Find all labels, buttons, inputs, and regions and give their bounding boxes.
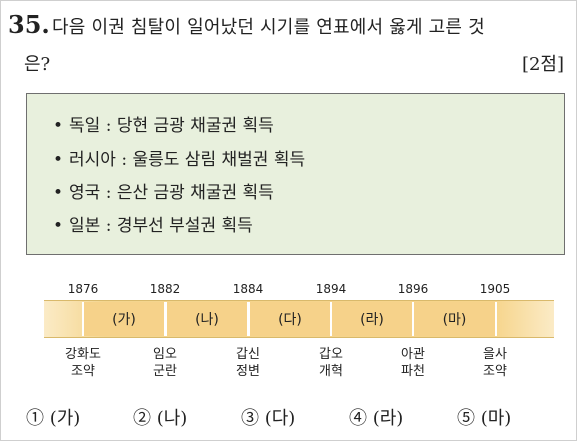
timeline-event-6: 을사 조약 — [483, 346, 507, 380]
event-line2: 정변 — [236, 364, 260, 379]
event-line2: 군란 — [153, 364, 177, 379]
timeline-segment-ra: (라) — [330, 302, 414, 336]
bullet-icon: • — [53, 216, 64, 236]
timeline-segment-ma: (마) — [412, 302, 497, 336]
info-item-russia: • 러시아 : 울릉도 삼림 채벌권 획득 — [53, 145, 305, 170]
timeline-year-2: 1882 — [149, 282, 181, 296]
info-item-text: 러시아 : 울릉도 삼림 채벌권 획득 — [69, 150, 306, 170]
question-text-line1: 다음 이권 침탈이 일어났던 시기를 연표에서 옳게 고른 것 — [52, 17, 485, 38]
timeline-year-5: 1896 — [397, 282, 429, 296]
event-line1: 임오 — [153, 347, 177, 362]
choice-5[interactable]: ⑤ (마) — [457, 408, 512, 429]
info-item-japan: • 일본 : 경부선 부설권 획득 — [53, 211, 253, 236]
choice-1[interactable]: ① (가) — [26, 408, 81, 429]
timeline-segment-na: (나) — [165, 302, 249, 336]
event-line1: 갑신 — [236, 347, 260, 362]
timeline-year-4: 1894 — [315, 282, 347, 296]
timeline-event-4: 갑오 개혁 — [319, 346, 343, 380]
bullet-icon: • — [53, 150, 64, 170]
event-line2: 파천 — [401, 364, 425, 379]
event-line2: 조약 — [483, 364, 507, 379]
question-points: [2점] — [521, 54, 564, 75]
question-number: 35. — [8, 10, 50, 39]
event-line2: 조약 — [71, 364, 95, 379]
info-item-text: 독일 : 당현 금광 채굴권 획득 — [69, 116, 274, 136]
bullet-icon: • — [53, 116, 64, 136]
info-item-text: 일본 : 경부선 부설권 획득 — [69, 216, 253, 236]
info-item-britain: • 영국 : 은산 금광 채굴권 획득 — [53, 178, 274, 203]
event-line2: 개혁 — [319, 364, 343, 379]
event-line1: 을사 — [483, 347, 507, 362]
timeline-event-5: 아관 파천 — [401, 346, 425, 380]
timeline-year-3: 1884 — [232, 282, 264, 296]
bullet-icon: • — [53, 183, 64, 203]
timeline-event-3: 갑신 정변 — [236, 346, 260, 380]
event-line1: 강화도 — [65, 347, 101, 362]
info-item-text: 영국 : 은산 금광 채굴권 획득 — [69, 183, 274, 203]
event-line1: 갑오 — [319, 347, 343, 362]
question-text-line2: 은? — [24, 54, 51, 75]
timeline-event-1: 강화도 조약 — [65, 346, 101, 380]
event-line1: 아관 — [401, 347, 425, 362]
timeline-segment-da: (다) — [248, 302, 332, 336]
timeline-event-2: 임오 군란 — [153, 346, 177, 380]
choice-4[interactable]: ④ (라) — [349, 408, 404, 429]
timeline-year-6: 1905 — [479, 282, 511, 296]
info-box: • 독일 : 당현 금광 채굴권 획득 • 러시아 : 울릉도 삼림 채벌권 획득 … — [26, 93, 565, 255]
choice-3[interactable]: ③ (다) — [241, 408, 296, 429]
info-item-germany: • 독일 : 당현 금광 채굴권 획득 — [53, 111, 274, 136]
timeline-segment-ga: (가) — [82, 302, 166, 336]
choice-2[interactable]: ② (나) — [133, 408, 188, 429]
timeline-year-1: 1876 — [67, 282, 99, 296]
